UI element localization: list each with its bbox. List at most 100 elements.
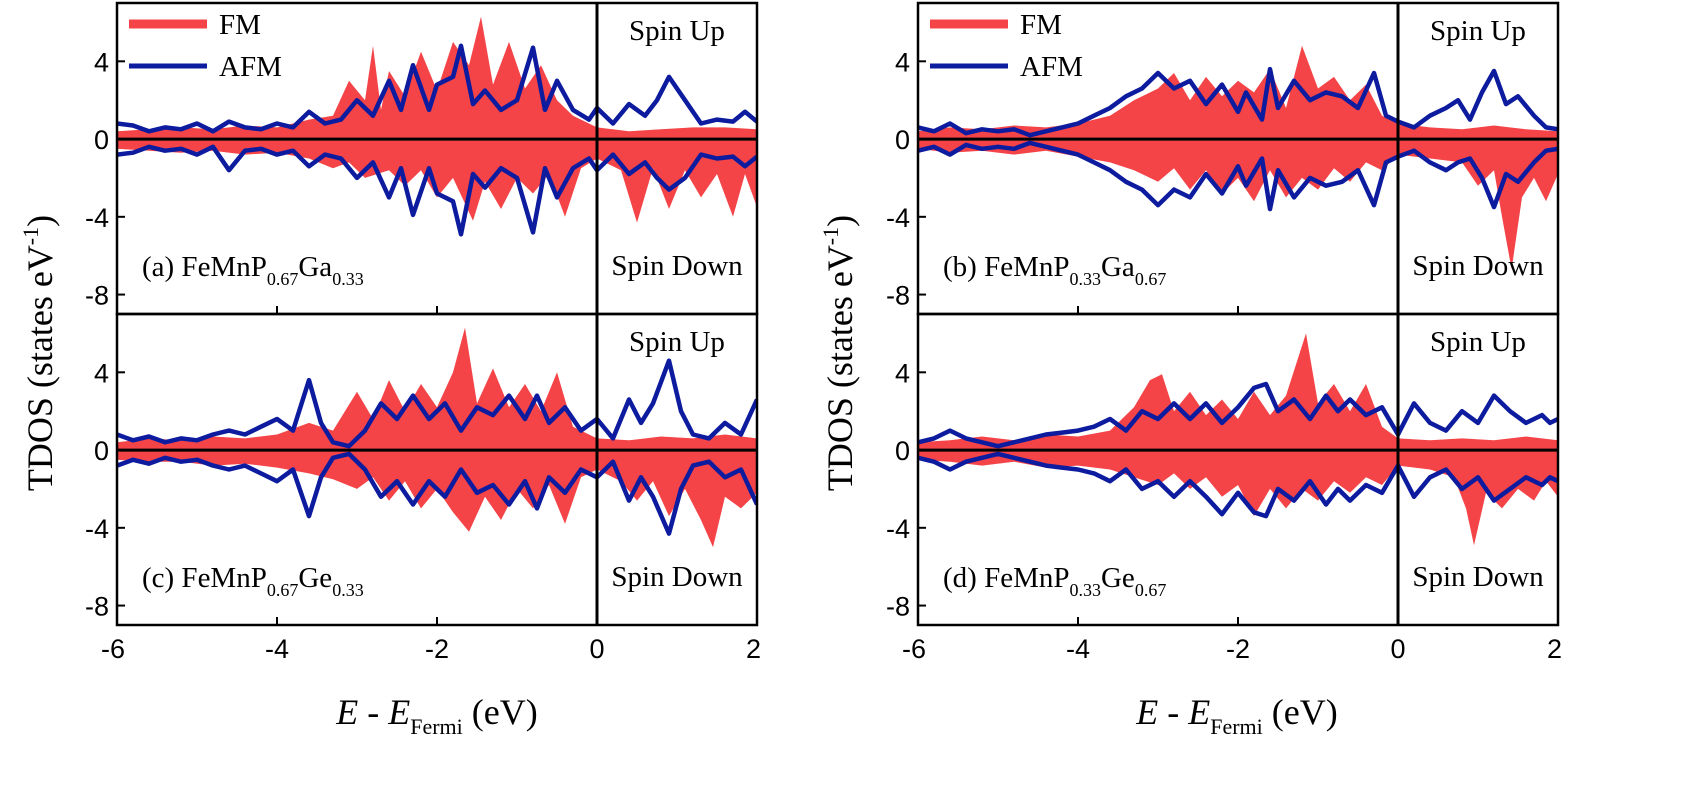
x-axis-label-mid: - xyxy=(1158,692,1188,732)
x-axis-label-e2: E xyxy=(1187,692,1210,732)
spin-up-label: Spin Up xyxy=(629,326,725,358)
afm-down-line xyxy=(918,140,1558,212)
x-axis-label-sub: Fermi xyxy=(410,714,463,739)
y-tick-label: 0 xyxy=(895,125,910,155)
panel-label-sub1: 0.67 xyxy=(267,269,299,289)
panel-label: (c) FeMnP0.67Ge0.33 xyxy=(142,562,364,600)
y-tick-label: -4 xyxy=(886,514,910,544)
x-tick-label: -2 xyxy=(1226,634,1250,664)
afm-down-line xyxy=(918,451,1558,519)
panel-label-element: Ge xyxy=(1101,562,1135,594)
y-tick-label: 0 xyxy=(94,436,109,466)
spin-down-label: Spin Down xyxy=(1412,561,1544,593)
y-axis-label-left: TDOS (states eV-1) xyxy=(18,215,60,491)
panel-label-sub1: 0.67 xyxy=(267,580,299,600)
panel-label-sub2: 0.33 xyxy=(332,269,364,289)
x-tick-label: -6 xyxy=(101,634,125,664)
panel-label-element: Ge xyxy=(298,562,332,594)
panel-label: (d) FeMnP0.33Ge0.67 xyxy=(943,562,1166,600)
fm-up-area xyxy=(117,16,757,140)
legend-afm-label: AFM xyxy=(1020,51,1083,83)
x-axis-label-unit: (eV) xyxy=(463,692,538,732)
x-tick-label: 2 xyxy=(746,634,761,664)
fm-down-area xyxy=(918,450,1558,546)
spin-up-label: Spin Up xyxy=(1430,326,1526,358)
afm-up-line xyxy=(918,381,1558,449)
x-axis-label-sub: Fermi xyxy=(1210,714,1263,739)
y-tick-label: -4 xyxy=(886,203,910,233)
y-tick-label: 4 xyxy=(895,47,910,77)
y-tick-label: -8 xyxy=(886,592,910,622)
y-tick-label: -4 xyxy=(85,514,109,544)
spin-down-label: Spin Down xyxy=(611,561,743,593)
panel-label-prefix: (a) FeMnP xyxy=(142,251,267,283)
spin-down-label: Spin Down xyxy=(611,250,743,282)
panel-label-sub2: 0.33 xyxy=(332,580,364,600)
x-axis-label-left: E - EFermi (eV) xyxy=(335,692,538,739)
afm-up-line xyxy=(918,66,1558,138)
fm-down-area xyxy=(117,139,757,223)
panel-label-prefix: (d) FeMnP xyxy=(943,562,1069,594)
afm-down-line xyxy=(117,451,757,536)
fm-up-area xyxy=(117,327,757,451)
y-axis-label-close: ) xyxy=(820,215,860,227)
y-tick-label: 0 xyxy=(895,436,910,466)
x-axis-label-e: E xyxy=(335,692,358,732)
y-axis-label-main: TDOS (states eV xyxy=(20,245,60,491)
x-tick-label: 0 xyxy=(1390,634,1405,664)
x-tick-label: 2 xyxy=(1547,634,1562,664)
spin-down-label: Spin Down xyxy=(1412,250,1544,282)
fm-up-area xyxy=(918,45,1558,140)
y-axis-label-close: ) xyxy=(20,215,60,227)
afm-down-line xyxy=(117,144,757,237)
y-axis-label-sup: -1 xyxy=(18,227,43,245)
y-tick-label: 4 xyxy=(94,358,109,388)
x-axis-label-mid: - xyxy=(358,692,388,732)
y-tick-label: 0 xyxy=(94,125,109,155)
panel-label-prefix: (c) FeMnP xyxy=(142,562,267,594)
legend-fm-label: FM xyxy=(1020,9,1062,41)
x-tick-label: 0 xyxy=(589,634,604,664)
x-tick-label: -2 xyxy=(425,634,449,664)
legend-fm-label: FM xyxy=(219,9,261,41)
legend-afm-label: AFM xyxy=(219,51,282,83)
panel-label-sub2: 0.67 xyxy=(1135,580,1167,600)
spin-up-label: Spin Up xyxy=(629,15,725,47)
plot-area xyxy=(117,16,757,237)
afm-up-line xyxy=(117,358,757,449)
plot-area xyxy=(918,333,1558,546)
x-tick-label: -4 xyxy=(1066,634,1090,664)
panel-label: (a) FeMnP0.67Ga0.33 xyxy=(142,251,364,289)
y-axis-label-main: TDOS (states eV xyxy=(820,245,860,491)
x-axis-label-right: E - EFermi (eV) xyxy=(1135,692,1338,739)
x-axis-label-unit: (eV) xyxy=(1263,692,1338,732)
y-tick-label: -8 xyxy=(886,281,910,311)
x-tick-label: -4 xyxy=(265,634,289,664)
plot-area xyxy=(117,327,757,548)
panel-label: (b) FeMnP0.33Ga0.67 xyxy=(943,251,1166,289)
y-tick-label: -8 xyxy=(85,592,109,622)
plot-area xyxy=(918,45,1558,270)
y-tick-label: 4 xyxy=(94,47,109,77)
panel-label-prefix: (b) FeMnP xyxy=(943,251,1069,283)
y-axis-label-right: TDOS (states eV-1) xyxy=(818,215,860,491)
x-tick-label: -6 xyxy=(902,634,926,664)
y-tick-label: -4 xyxy=(85,203,109,233)
panel-a: -8 -4 0 4 Spin Up Spin Down (a) FeMnP0.67Ga0.3… xyxy=(85,1,759,316)
panel-label-sub1: 0.33 xyxy=(1069,580,1101,600)
y-tick-label: -8 xyxy=(85,281,109,311)
y-axis-label-sup: -1 xyxy=(818,227,843,245)
spin-up-label: Spin Up xyxy=(1430,15,1526,47)
x-axis-label-e: E xyxy=(1135,692,1158,732)
panel-label-element: Ga xyxy=(1101,251,1135,283)
y-tick-label: 4 xyxy=(895,358,910,388)
panel-b: -8 -4 0 4 Spin Up Spin Down (b) FeMnP0.33Ga0.6… xyxy=(886,1,1560,316)
panel-label-element: Ga xyxy=(298,251,332,283)
fm-up-area xyxy=(918,333,1558,451)
panel-label-sub2: 0.67 xyxy=(1135,269,1167,289)
